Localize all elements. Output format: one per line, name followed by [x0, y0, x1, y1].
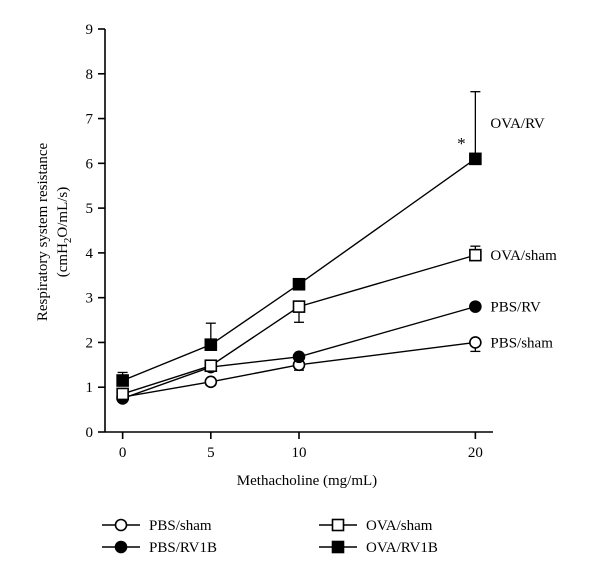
- marker-square-filled: [469, 152, 482, 166]
- y-axis-title-unit-sub: 2: [62, 238, 74, 244]
- series-line-2: [122, 254, 476, 395]
- legend-marker: [331, 518, 345, 532]
- x-tick-label: 10: [292, 445, 307, 461]
- axes: [104, 29, 493, 433]
- axis-ticks: 0 1 2 3 4 5 6 7 8 9 0 5 10 20: [86, 22, 483, 461]
- legend-label: OVA/RV1B: [366, 540, 438, 556]
- y-tick-label: 1: [86, 380, 94, 396]
- y-tick-label: 7: [86, 112, 94, 128]
- y-tick-label: 8: [86, 67, 94, 83]
- y-tick-label: 2: [86, 335, 94, 351]
- legend-marker: [331, 540, 345, 554]
- marker-square-filled: [116, 374, 129, 387]
- significance-asterisk: *: [457, 134, 466, 153]
- series-line-0: [122, 341, 476, 398]
- marker-circle-filled: [469, 300, 482, 313]
- data-markers: [116, 152, 482, 405]
- legend-marker: [114, 518, 128, 532]
- legend: PBS/sham OVA/sham PBS/RV1B OVA/RV1B: [102, 518, 438, 556]
- legend-item: PBS/RV1B: [102, 540, 217, 556]
- legend-label: OVA/sham: [366, 518, 433, 534]
- legend-item: OVA/RV1B: [319, 540, 438, 556]
- legend-label: PBS/sham: [149, 518, 212, 534]
- y-tick-label: 9: [86, 22, 94, 38]
- series-end-label: PBS/RV: [490, 300, 541, 316]
- legend-marker: [114, 540, 128, 554]
- y-axis-title-line2: (cmH2O/mL/s): [55, 187, 74, 278]
- marker-circle-filled: [292, 350, 306, 364]
- series-end-labels: PBS/sham PBS/RV OVA/sham OVA/RV: [490, 116, 557, 351]
- x-tick-label: 5: [207, 445, 215, 461]
- legend-item: OVA/sham: [319, 518, 433, 534]
- marker-square-open: [292, 300, 306, 313]
- marker-circle-open: [469, 336, 482, 349]
- y-tick-label: 0: [86, 425, 94, 441]
- series-line-3: [122, 158, 476, 382]
- x-tick-label: 0: [119, 445, 127, 461]
- annotations: *: [457, 134, 466, 153]
- marker-square-filled: [204, 338, 218, 351]
- y-tick-label: 4: [86, 246, 94, 262]
- y-tick-label: 3: [86, 291, 94, 307]
- marker-square-filled: [292, 277, 306, 291]
- marker-square-open: [116, 387, 129, 401]
- axis-titles: Methacholine (mg/mL) Respiratory system …: [35, 143, 377, 489]
- x-tick-label: 20: [468, 445, 483, 461]
- y-tick-label: 5: [86, 201, 94, 217]
- marker-circle-open: [204, 375, 218, 389]
- legend-label: PBS/RV1B: [149, 540, 217, 556]
- marker-square-open: [204, 359, 218, 373]
- y-axis-title-unit-a: (cmH: [55, 243, 71, 277]
- series-lines: [122, 158, 476, 400]
- y-axis-title-line1: Respiratory system resistance: [35, 143, 51, 322]
- marker-square-open: [469, 248, 482, 262]
- legend-item: PBS/sham: [102, 518, 212, 534]
- series-end-label: PBS/sham: [490, 335, 553, 351]
- series-line-1: [122, 305, 476, 400]
- series-end-label: OVA/sham: [490, 248, 557, 264]
- series-end-label: OVA/RV: [490, 116, 545, 132]
- x-axis-title: Methacholine (mg/mL): [237, 473, 377, 489]
- y-axis-title-unit-b: O/mL/s): [55, 187, 71, 238]
- y-tick-label: 6: [86, 156, 94, 172]
